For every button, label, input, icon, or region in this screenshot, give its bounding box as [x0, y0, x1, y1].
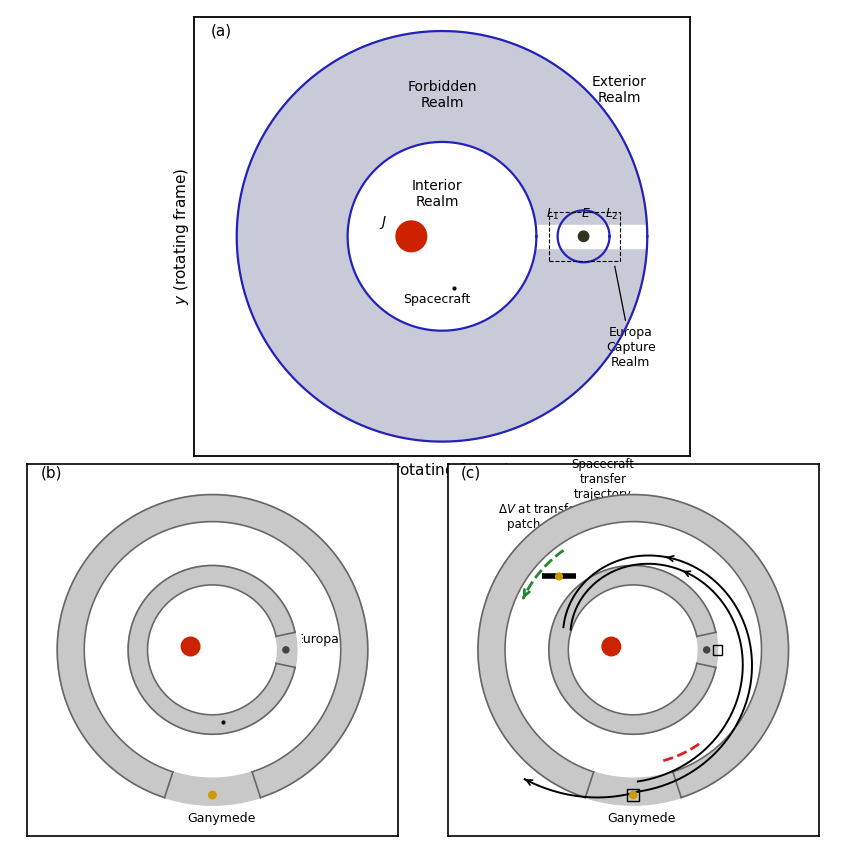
Circle shape — [505, 522, 762, 778]
Circle shape — [128, 565, 297, 734]
Text: $L_2$: $L_2$ — [605, 207, 619, 221]
Circle shape — [148, 585, 277, 715]
Circle shape — [396, 221, 427, 252]
Text: Exterior
Realm: Exterior Realm — [592, 75, 646, 106]
Text: $L_1$: $L_1$ — [546, 207, 560, 221]
Text: Europa: Europa — [718, 636, 762, 650]
Text: Interior
Realm: Interior Realm — [412, 179, 462, 209]
Circle shape — [630, 792, 637, 798]
Polygon shape — [276, 632, 297, 668]
Text: Ganymede: Ganymede — [608, 812, 676, 825]
Text: $J$: $J$ — [379, 214, 387, 230]
Text: Spacecraft
transfer
trajectory: Spacecraft transfer trajectory — [571, 458, 634, 560]
Text: Europa: Europa — [296, 633, 340, 647]
Bar — [549, 212, 620, 261]
Polygon shape — [165, 772, 260, 805]
Circle shape — [209, 792, 216, 798]
Text: Europa
Capture
Realm: Europa Capture Realm — [606, 266, 655, 369]
Circle shape — [569, 585, 698, 715]
Y-axis label: $y$ (rotating frame): $y$ (rotating frame) — [173, 168, 191, 305]
Circle shape — [84, 522, 341, 778]
Circle shape — [181, 637, 200, 656]
Polygon shape — [536, 225, 648, 248]
Wedge shape — [584, 650, 683, 810]
Circle shape — [556, 573, 563, 580]
Circle shape — [236, 31, 648, 441]
Wedge shape — [163, 650, 262, 810]
Circle shape — [630, 792, 637, 798]
Circle shape — [348, 142, 536, 331]
Text: $\Delta V$ at transfer
patch point: $\Delta V$ at transfer patch point — [498, 502, 582, 569]
Polygon shape — [515, 546, 718, 650]
Text: (c): (c) — [461, 466, 481, 481]
Polygon shape — [507, 538, 762, 803]
Circle shape — [57, 495, 368, 805]
Wedge shape — [212, 631, 302, 668]
Circle shape — [549, 565, 717, 734]
Text: (a): (a) — [211, 24, 232, 39]
Circle shape — [283, 647, 289, 653]
Polygon shape — [586, 772, 681, 805]
Circle shape — [704, 647, 710, 653]
Text: Forbidden
Realm: Forbidden Realm — [407, 79, 477, 110]
Text: Spacecraft: Spacecraft — [404, 293, 471, 306]
Circle shape — [578, 231, 589, 241]
Text: Ganymede: Ganymede — [187, 812, 255, 825]
Circle shape — [478, 495, 789, 805]
Text: Jupiter: Jupiter — [591, 663, 632, 676]
Polygon shape — [697, 632, 717, 668]
X-axis label: $x$ (rotating frame): $x$ (rotating frame) — [373, 462, 511, 480]
Circle shape — [602, 637, 620, 656]
Text: $E$: $E$ — [581, 208, 591, 220]
Wedge shape — [633, 631, 722, 668]
Text: Jupiter: Jupiter — [167, 667, 207, 679]
Circle shape — [558, 210, 609, 262]
Text: (b): (b) — [40, 466, 62, 481]
Text: Spacecraft: Spacecraft — [178, 707, 246, 721]
